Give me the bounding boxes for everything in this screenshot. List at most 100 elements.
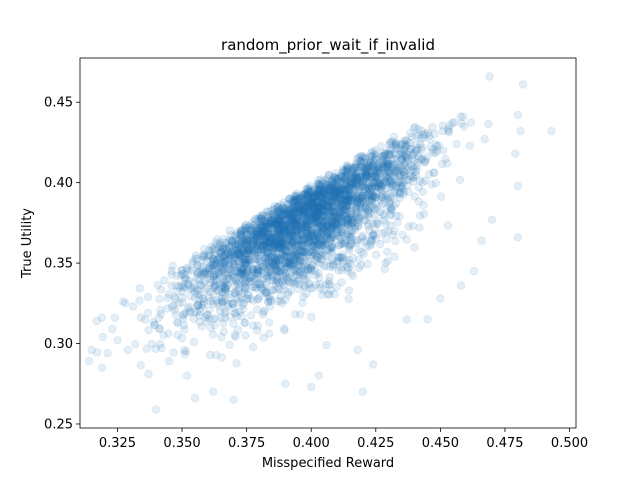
- scatter-point: [326, 188, 336, 197]
- scatter-point: [296, 267, 306, 277]
- scatter-point: [243, 246, 253, 256]
- scatter-point: [307, 251, 317, 260]
- scatter-point: [293, 207, 302, 216]
- scatter-point: [261, 238, 271, 248]
- scatter-point: [355, 212, 364, 221]
- scatter-point: [374, 162, 383, 171]
- scatter-point: [193, 269, 203, 278]
- scatter-point: [401, 153, 411, 162]
- scatter-point: [399, 177, 408, 187]
- scatter-point: [205, 265, 215, 275]
- scatter-point: [338, 165, 347, 174]
- scatter-point: [292, 193, 302, 203]
- scatter-point: [231, 267, 240, 276]
- scatter-point: [307, 205, 317, 214]
- scatter-point: [396, 187, 405, 197]
- scatter-point: [312, 212, 321, 221]
- scatter-point: [424, 170, 434, 179]
- scatter-point: [289, 192, 299, 201]
- scatter-point: [384, 174, 393, 184]
- scatter-point: [436, 192, 446, 201]
- scatter-point: [351, 225, 360, 235]
- scatter-point: [154, 313, 163, 323]
- scatter-point: [211, 261, 220, 270]
- scatter-point: [345, 213, 355, 223]
- scatter-point: [338, 253, 347, 262]
- scatter-point: [182, 371, 192, 380]
- scatter-point: [392, 154, 401, 163]
- scatter-point: [338, 179, 347, 188]
- scatter-point: [259, 244, 268, 254]
- scatter-point: [278, 216, 287, 225]
- scatter-point: [348, 215, 357, 224]
- scatter-point: [263, 239, 272, 248]
- scatter-point: [322, 202, 331, 211]
- scatter-point: [272, 257, 281, 267]
- scatter-point: [214, 253, 224, 263]
- scatter-point: [319, 187, 329, 196]
- scatter-point: [334, 222, 344, 232]
- scatter-point: [299, 191, 308, 200]
- scatter-point: [225, 264, 235, 274]
- scatter-point: [401, 161, 410, 170]
- scatter-point: [305, 216, 314, 226]
- scatter-point: [346, 210, 355, 219]
- scatter-point: [277, 234, 286, 244]
- x-tick-label: 0.350: [163, 436, 200, 451]
- scatter-point: [370, 169, 379, 179]
- scatter-point: [347, 179, 356, 188]
- scatter-point: [319, 188, 328, 198]
- scatter-point: [241, 331, 250, 340]
- scatter-point: [310, 213, 319, 222]
- scatter-point: [513, 233, 523, 242]
- scatter-point: [272, 267, 282, 277]
- scatter-point: [313, 228, 322, 238]
- scatter-point: [359, 249, 368, 259]
- scatter-point: [384, 149, 393, 159]
- scatter-point: [273, 227, 282, 237]
- scatter-point: [258, 218, 267, 228]
- scatter-point: [305, 205, 314, 215]
- scatter-point: [386, 146, 395, 155]
- scatter-point: [220, 283, 229, 292]
- scatter-point: [386, 221, 395, 230]
- scatter-point: [345, 181, 354, 191]
- scatter-point: [317, 207, 327, 216]
- scatter-point: [261, 230, 270, 239]
- scatter-point: [174, 282, 184, 292]
- scatter-point: [244, 222, 254, 232]
- scatter-point: [293, 256, 302, 266]
- scatter-point: [336, 199, 345, 208]
- scatter-point: [415, 176, 425, 185]
- scatter-point: [228, 238, 237, 248]
- scatter-point: [314, 232, 324, 242]
- scatter-point: [231, 309, 240, 318]
- scatter-point: [253, 241, 262, 250]
- scatter-point: [257, 214, 266, 223]
- scatter-point: [306, 192, 316, 202]
- scatter-point: [285, 258, 294, 267]
- scatter-point: [360, 184, 369, 193]
- scatter-point: [220, 260, 229, 269]
- scatter-point: [216, 258, 226, 267]
- scatter-point: [391, 182, 400, 191]
- x-axis-label: Misspecified Reward: [262, 456, 394, 471]
- scatter-point: [308, 192, 318, 202]
- scatter-point: [355, 152, 365, 161]
- scatter-point: [351, 194, 360, 204]
- scatter-point: [384, 149, 393, 158]
- scatter-point: [236, 238, 245, 247]
- scatter-point: [333, 253, 342, 262]
- scatter-point: [299, 214, 309, 223]
- scatter-point: [307, 215, 316, 224]
- scatter-point: [289, 278, 299, 287]
- scatter-point: [312, 212, 321, 222]
- scatter-point: [312, 208, 322, 218]
- scatter-point: [356, 205, 365, 214]
- scatter-point: [343, 168, 352, 177]
- scatter-point: [327, 222, 337, 231]
- scatter-point: [269, 276, 278, 285]
- scatter-point: [290, 214, 299, 223]
- scatter-point: [390, 252, 399, 261]
- scatter-point: [230, 330, 239, 340]
